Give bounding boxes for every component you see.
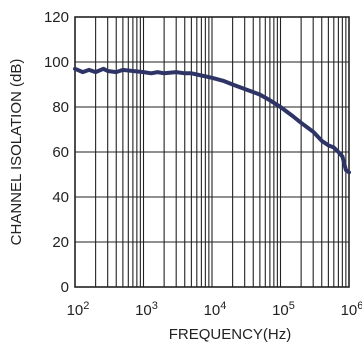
x-tick-labels: 102 103 104 105 106 bbox=[67, 300, 362, 319]
x-tick-label: 104 bbox=[204, 300, 227, 319]
x-tick-label: 106 bbox=[341, 300, 362, 319]
isolation-curve bbox=[73, 66, 351, 175]
x-tick-label: 102 bbox=[67, 300, 90, 319]
y-axis-title: CHANNEL ISOLATION (dB) bbox=[8, 59, 25, 246]
grid bbox=[75, 17, 349, 287]
y-tick-label: 80 bbox=[52, 99, 69, 116]
y-tick-labels: 0 20 40 60 80 100 120 bbox=[44, 9, 69, 296]
x-axis-title: FREQUENCY(Hz) bbox=[169, 326, 292, 343]
x-tick-label: 103 bbox=[135, 300, 158, 319]
y-tick-label: 100 bbox=[44, 54, 69, 71]
plot-frame bbox=[74, 16, 350, 288]
y-tick-label: 60 bbox=[52, 144, 69, 161]
y-tick-label: 40 bbox=[52, 189, 69, 206]
x-tick-label: 105 bbox=[272, 300, 295, 319]
y-tick-label: 0 bbox=[61, 279, 69, 296]
y-tick-label: 120 bbox=[44, 9, 69, 26]
y-tick-label: 20 bbox=[52, 234, 69, 251]
